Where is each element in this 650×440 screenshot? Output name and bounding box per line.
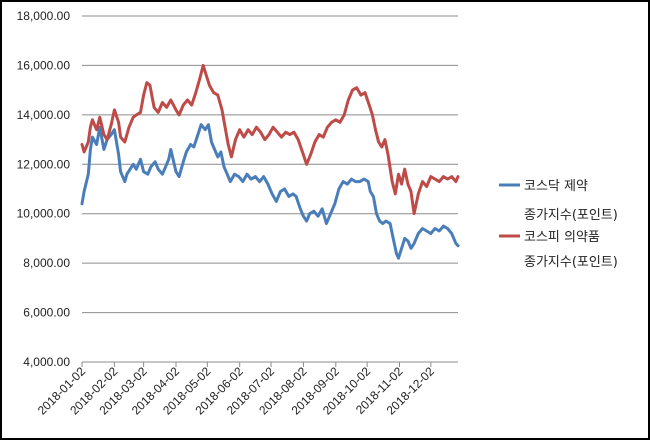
legend: 코스닥 제약 종가지수(포인트) 코스피 의약품 종가지수(포인트) [499, 179, 618, 270]
y-tick-label: 10,000.00 [17, 207, 71, 221]
y-tick-label: 18,000.00 [17, 9, 71, 23]
legend-label-kospi-line2: 종가지수(포인트) [524, 255, 618, 270]
y-axis-ticks: 4,000.00 6,000.00 8,000.00 10,000.00 12,000.… [17, 9, 71, 369]
legend-label-kosdaq-line2: 종가지수(포인트) [524, 208, 618, 223]
y-tick-label: 16,000.00 [17, 58, 71, 72]
gridlines [82, 15, 458, 363]
y-tick-label: 6,000.00 [23, 306, 70, 320]
y-tick-label: 14,000.00 [17, 108, 71, 122]
legend-label-kosdaq-line1: 코스닥 제약 [524, 179, 588, 194]
series-lines [80, 63, 460, 260]
legend-label-kospi-line1: 코스피 의약품 [524, 230, 600, 245]
y-tick-label: 8,000.00 [23, 256, 70, 270]
series-line-kosdaq-pharma [80, 123, 460, 260]
y-tick-label: 4,000.00 [23, 355, 70, 369]
x-axis-ticks: 2018-01-022018-02-022018-03-022018-04-02… [35, 362, 437, 418]
y-tick-label: 12,000.00 [17, 157, 71, 171]
series-line-kospi-pharma [80, 63, 460, 216]
